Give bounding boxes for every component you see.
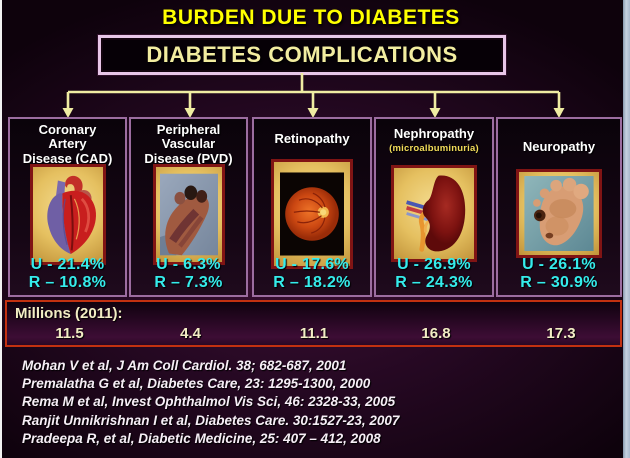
title-line: Vascular [161,136,216,152]
card-title-cad: Coronary Artery Disease (CAD) [10,122,125,166]
prevalence-nephropathy: U - 26.9% R – 24.3% [376,256,492,292]
title-line: Retinopathy [274,131,350,146]
rural-prevalence: R – 24.3% [395,274,473,291]
reference-citation: Ranjit Unnikrishnan I et al, Diabetes Ca… [22,412,400,428]
urban-prevalence: U - 21.4% [30,256,105,273]
prevalence-pvd: U - 6.3% R – 7.3% [131,256,246,292]
complication-card-neuropathy: Neuropathy [496,117,622,297]
millions-value-nephropathy: 16.8 [421,325,451,342]
title-line: Disease (CAD) [22,150,113,166]
millions-value-pvd: 4.4 [180,325,201,342]
title-line: Nephropathy [393,126,475,141]
title-line: Coronary [38,122,97,137]
heart-image [29,164,106,265]
millions-value-retinopathy: 11.1 [299,325,329,342]
diabetes-complications-banner: DIABETES COMPLICATIONS [98,35,506,75]
prevalence-cad: U - 21.4% R – 10.8% [10,256,125,292]
slide-title: BURDEN DUE TO DIABETES [162,6,460,29]
rural-prevalence: R – 30.9% [520,274,598,291]
reference-citation: Pradeepa R, et al, Diabetic Medicine, 25… [22,430,381,446]
complication-card-cad: Coronary Artery Disease (CAD) U - 21.4% … [8,117,127,297]
urban-prevalence: U - 26.1% [522,256,596,273]
title-line: Peripheral [156,122,221,137]
rural-prevalence: R – 18.2% [273,274,351,291]
connector-arrows [62,73,565,118]
card-title-retinopathy: Retinopathy [254,131,370,146]
title-line: Artery [48,136,87,152]
kidney-image [391,165,477,262]
millions-label: Millions (2011): [15,305,123,322]
complication-card-nephropathy: Nephropathy (microalbuminuria) U - 26.9% [374,117,494,297]
reference-citation: Premalatha G et al, Diabetes Care, 23: 1… [22,376,371,392]
reference-citation: Mohan V et al, J Am Coll Cardiol. 38; 68… [22,358,347,373]
millions-value-cad: 11.5 [55,325,84,342]
slide-left-edge [0,0,2,458]
title-line: Neuropathy [522,139,596,154]
retina-fundus-image [271,159,353,269]
microalbuminuria-label: (microalbuminuria) [389,143,479,155]
millions-value-neuropathy: 17.3 [546,325,576,342]
rural-prevalence: R – 10.8% [28,274,107,291]
prevalence-neuropathy: U - 26.1% R – 30.9% [498,256,620,292]
reference-citation: Rema M et al, Invest Ophthalmol Vis Sci,… [22,394,396,410]
card-title-pvd: Peripheral Vascular Disease (PVD) [131,122,246,166]
foot-ulcer-image [516,169,602,258]
complication-card-retinopathy: Retinopathy [252,117,372,297]
window-edge-strip [623,0,630,458]
title-line: Disease (PVD) [144,150,233,166]
rural-prevalence: R – 7.3% [154,274,223,291]
prevalence-retinopathy: U - 17.6% R – 18.2% [254,256,370,292]
gangrene-foot-image [152,164,225,265]
card-title-neuropathy: Neuropathy [498,139,620,154]
urban-prevalence: U - 6.3% [156,256,221,273]
banner-label: DIABETES COMPLICATIONS [146,42,458,67]
urban-prevalence: U - 26.9% [397,256,471,273]
reference-list: Mohan V et al, J Am Coll Cardiol. 38; 68… [22,357,612,448]
card-title-nephropathy: Nephropathy (microalbuminuria) [376,126,492,155]
urban-prevalence: U - 17.6% [275,256,349,273]
millions-band: Millions (2011): 11.5 4.4 11.1 16.8 17.3 [5,300,622,347]
complication-card-pvd: Peripheral Vascular Disease (PVD) [129,117,248,297]
